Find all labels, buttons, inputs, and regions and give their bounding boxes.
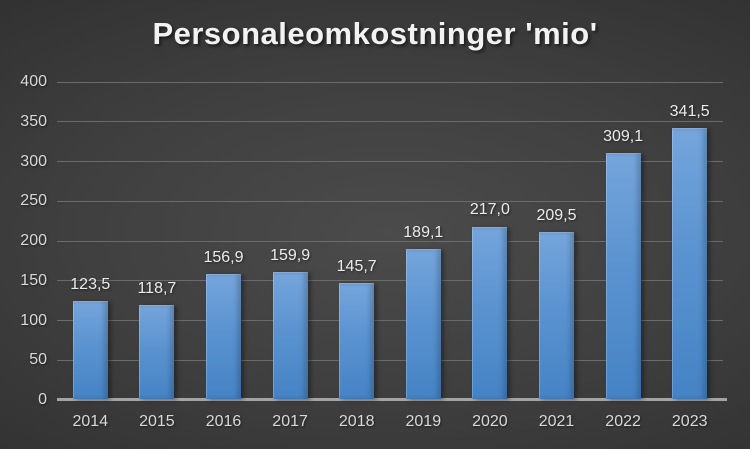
bar-2015: [139, 304, 175, 399]
y-tick-label-350: 350: [20, 112, 47, 130]
gridline-150: [57, 280, 723, 282]
y-tick-label-250: 250: [20, 192, 47, 210]
gridline-350: [57, 121, 723, 123]
y-tick-label-50: 50: [29, 351, 47, 369]
data-label-2023: 341,5: [669, 102, 710, 120]
gridline-300: [57, 161, 723, 162]
x-tick-label-2017: 2017: [272, 413, 308, 430]
bar-2020: [472, 226, 508, 399]
data-label-2022: 309,1: [603, 128, 644, 146]
data-label-2020: 217,0: [469, 201, 510, 219]
x-tick-label-2015: 2015: [139, 413, 175, 430]
gridline-100: [57, 320, 723, 321]
y-tick-label-300: 300: [20, 152, 47, 170]
bar-2023: [672, 127, 708, 399]
data-label-2019: 189,1: [403, 223, 444, 241]
x-tick-label-2016: 2016: [205, 413, 242, 430]
x-tick-label-2018: 2018: [338, 413, 375, 430]
data-label-2018: 145,7: [336, 258, 377, 276]
bar-2022: [605, 153, 641, 399]
y-tick-label-200: 200: [20, 232, 47, 249]
x-tick-label-2020: 2020: [472, 413, 508, 430]
data-label-2015: 118,7: [137, 279, 177, 297]
bar-2017: [272, 271, 308, 399]
x-tick-label-2021: 2021: [538, 413, 575, 430]
bar-2018: [339, 283, 375, 399]
plot-area: [57, 81, 727, 401]
y-tick-label-100: 100: [20, 311, 47, 329]
x-tick-label-2022: 2022: [605, 413, 641, 430]
x-tick-label-2023: 2023: [671, 413, 708, 430]
bar-2021: [539, 232, 574, 399]
data-label-2017: 159,9: [270, 246, 311, 264]
data-label-2016: 156,9: [203, 249, 244, 267]
x-tick-label-2014: 2014: [72, 413, 109, 430]
bar-2016: [206, 274, 241, 399]
gridline-50: [57, 359, 723, 361]
x-axis-line: [57, 398, 727, 401]
y-tick-label-400: 400: [20, 73, 47, 90]
data-label-2014: 123,5: [70, 275, 111, 293]
bar-2019: [405, 248, 441, 399]
data-label-2021: 209,5: [536, 207, 577, 225]
gridline-400: [57, 81, 723, 83]
chart-title: Personaleomkostninger 'mio': [152, 16, 598, 51]
gridline-200: [57, 240, 723, 242]
x-tick-label-2019: 2019: [405, 413, 442, 430]
gridline-250: [57, 200, 723, 202]
bar-2014: [72, 300, 108, 399]
y-tick-label-0: 0: [38, 391, 47, 408]
y-tick-label-150: 150: [20, 271, 47, 289]
